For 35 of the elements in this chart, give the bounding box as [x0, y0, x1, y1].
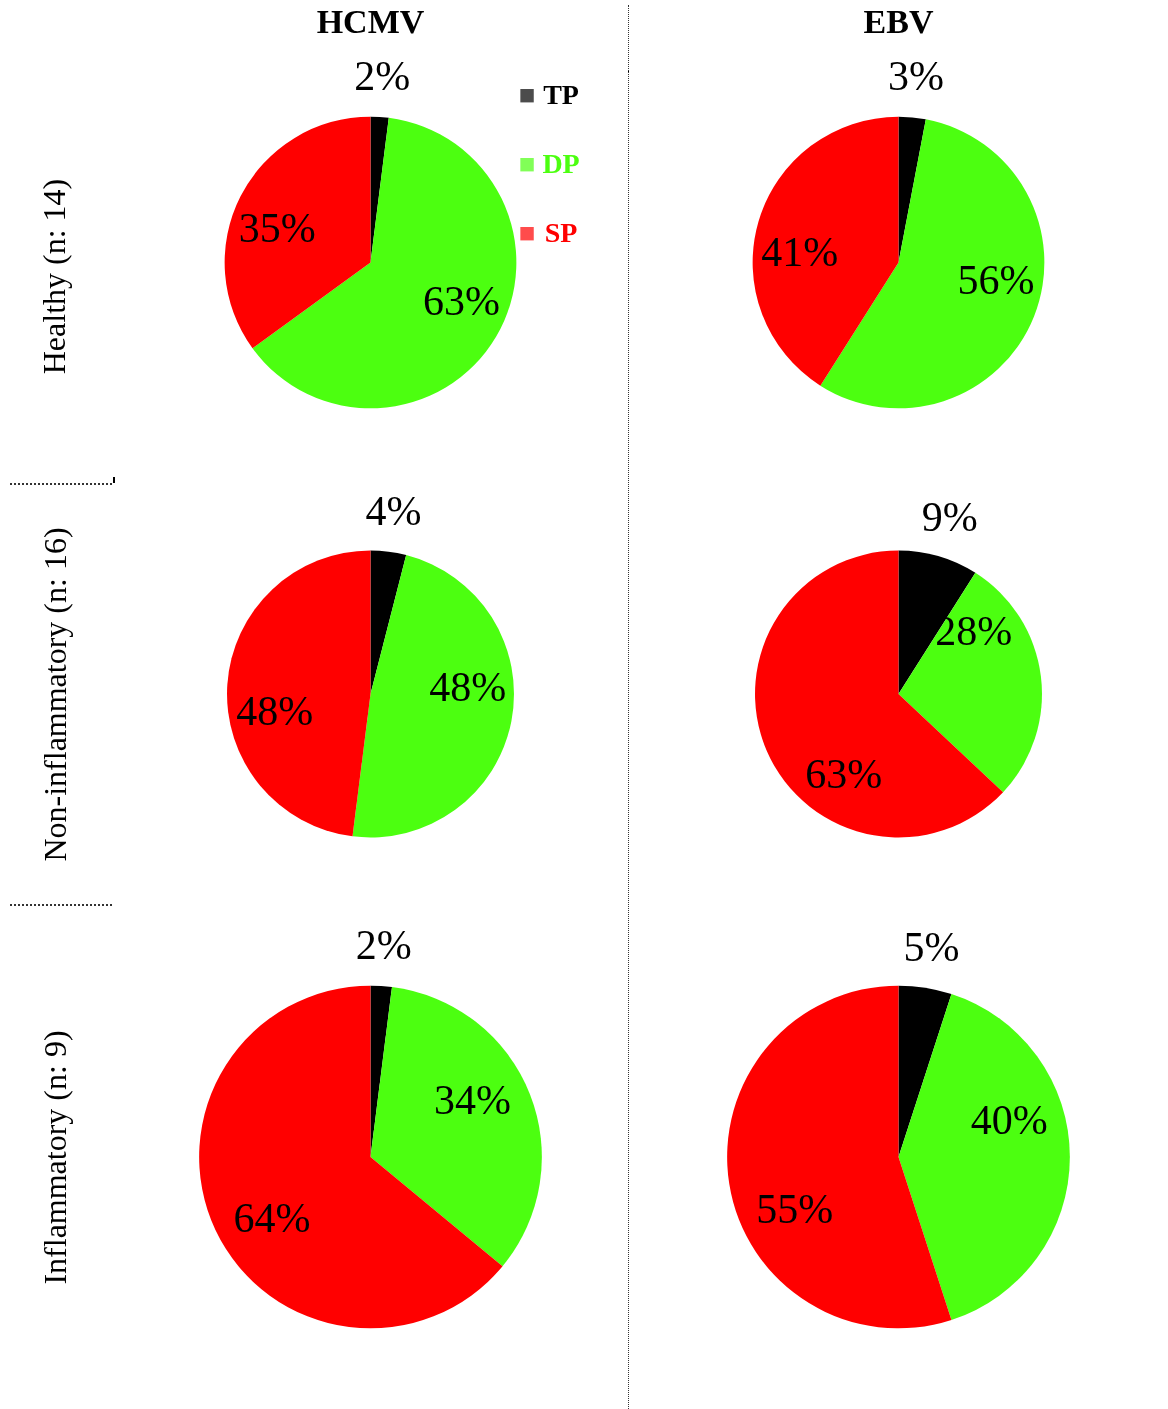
data-label: 5%: [903, 924, 960, 971]
data-label: 63%: [805, 750, 883, 797]
pie-slice: [898, 572, 1042, 793]
data-label: 9%: [921, 493, 978, 540]
pie-slice: [727, 985, 952, 1329]
chart-title: EBV: [863, 3, 934, 40]
data-label: 41%: [761, 229, 839, 276]
chart-title: HCMV: [316, 3, 425, 40]
data-label: 48%: [429, 663, 507, 710]
text: Healthy (n: 14): [36, 178, 74, 375]
pie-slice: [898, 985, 952, 1157]
data-label: 4%: [365, 487, 422, 534]
data-label: 48%: [236, 688, 314, 735]
legend-label: TP: [543, 78, 579, 110]
data-label: 3%: [887, 53, 944, 100]
pie-slice: [352, 555, 514, 838]
legend-label: DP: [542, 147, 580, 179]
text: Non-inflammatory (n: 16): [36, 526, 74, 862]
data-label: 40%: [970, 1096, 1048, 1143]
pie-slice: [224, 116, 371, 349]
data-label: 2%: [355, 922, 412, 969]
data-label: 28%: [935, 607, 1013, 654]
pie-slice: [227, 550, 371, 837]
text: Inflammatory (n: 9): [36, 1029, 74, 1285]
data-label: 34%: [434, 1076, 512, 1123]
pie-slice: [370, 986, 542, 1267]
data-label: 2%: [354, 53, 411, 100]
data-label: 35%: [238, 204, 316, 251]
legend-label: SP: [544, 216, 578, 248]
data-label: 64%: [233, 1195, 311, 1242]
pie-slice: [752, 116, 899, 386]
pie-slice: [898, 994, 1070, 1320]
data-label: 55%: [756, 1185, 834, 1232]
data-label: 63%: [423, 277, 501, 324]
data-label: 56%: [957, 257, 1035, 304]
